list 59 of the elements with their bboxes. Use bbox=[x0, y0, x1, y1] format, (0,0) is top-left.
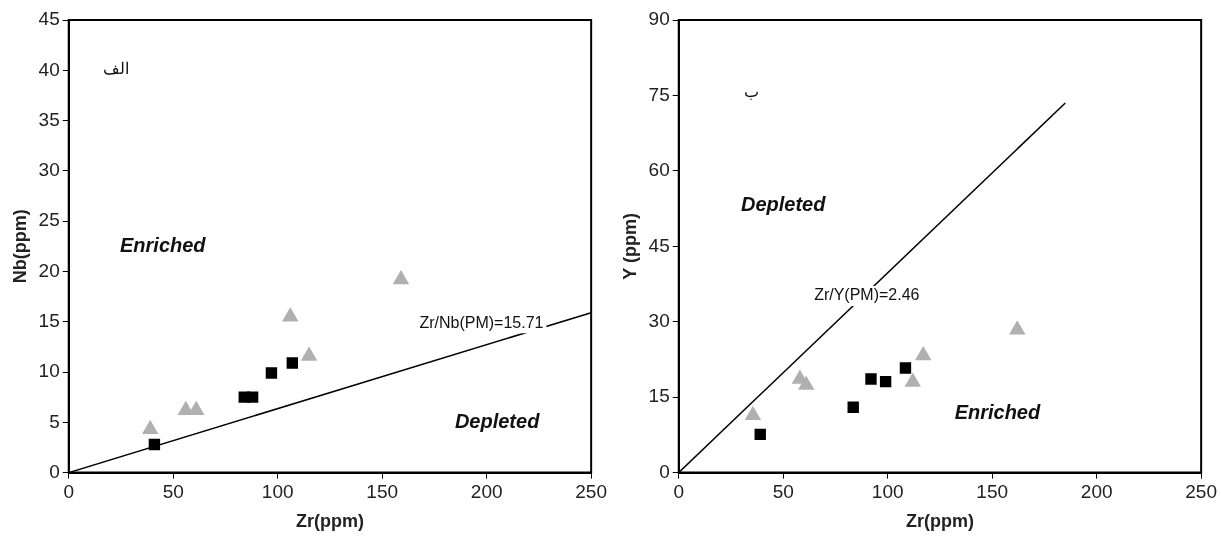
point bbox=[745, 406, 761, 421]
point bbox=[905, 373, 921, 387]
point bbox=[282, 307, 298, 322]
point bbox=[754, 428, 766, 441]
x-tick-label: 100 bbox=[261, 481, 294, 503]
x-tick-label: 250 bbox=[575, 481, 607, 503]
y-axis-title: Nb(ppm) bbox=[9, 209, 30, 284]
y-tick-label: 60 bbox=[648, 159, 670, 181]
annotation: Depleted bbox=[740, 193, 827, 216]
y-tick-label: 90 bbox=[648, 8, 670, 30]
x-tick-label: 0 bbox=[673, 481, 685, 503]
y-tick-label: 45 bbox=[648, 234, 670, 256]
point bbox=[879, 375, 892, 388]
point bbox=[915, 346, 931, 361]
annotation: ب bbox=[744, 82, 760, 100]
annotation: Zr/Y(PM)=2.46 bbox=[814, 286, 920, 304]
x-tick-label: 200 bbox=[470, 481, 503, 503]
annotation: Enriched bbox=[954, 401, 1041, 424]
annotation: الف bbox=[102, 60, 129, 78]
annotation: Enriched bbox=[119, 233, 207, 256]
x-tick-label: 50 bbox=[772, 481, 794, 503]
y-tick-label: 30 bbox=[38, 159, 60, 181]
y-tick-label: 0 bbox=[659, 460, 670, 482]
point bbox=[865, 373, 877, 385]
point bbox=[847, 401, 859, 413]
annotation: Depleted bbox=[454, 410, 541, 433]
point bbox=[899, 362, 912, 374]
point bbox=[286, 357, 299, 369]
point bbox=[246, 391, 259, 403]
y-tick-label: 75 bbox=[648, 83, 670, 105]
point bbox=[393, 270, 409, 285]
point bbox=[142, 420, 158, 435]
y-tick-label: 45 bbox=[38, 8, 60, 30]
point bbox=[798, 376, 814, 390]
y-tick-label: 35 bbox=[38, 108, 60, 130]
point bbox=[301, 347, 317, 361]
y-tick-label: 0 bbox=[49, 460, 60, 482]
x-tick-label: 0 bbox=[63, 481, 75, 503]
y-tick-label: 15 bbox=[648, 385, 670, 407]
y-tick-label: 30 bbox=[648, 309, 670, 331]
y-tick-label: 20 bbox=[38, 259, 60, 281]
y-tick-label: 10 bbox=[38, 360, 60, 382]
y-tick-label: 15 bbox=[38, 309, 60, 331]
x-tick-label: 50 bbox=[162, 481, 184, 503]
x-tick-label: 150 bbox=[366, 481, 399, 503]
point bbox=[1009, 321, 1025, 335]
point bbox=[148, 438, 161, 451]
y-tick-label: 5 bbox=[49, 410, 60, 432]
y-axis-title: Y (ppm) bbox=[619, 212, 640, 280]
y-tick-label: 25 bbox=[38, 209, 60, 231]
point bbox=[265, 367, 278, 379]
x-tick-label: 250 bbox=[1185, 481, 1217, 503]
annotation: Zr/Nb(PM)=15.71 bbox=[419, 313, 544, 331]
x-axis-title: Zr(ppm) bbox=[295, 511, 364, 532]
y-tick-label: 40 bbox=[38, 58, 60, 80]
x-tick-label: 200 bbox=[1080, 481, 1113, 503]
x-tick-label: 100 bbox=[871, 481, 904, 503]
x-axis-title: Zr(ppm) bbox=[905, 511, 974, 532]
x-tick-label: 150 bbox=[976, 481, 1009, 503]
